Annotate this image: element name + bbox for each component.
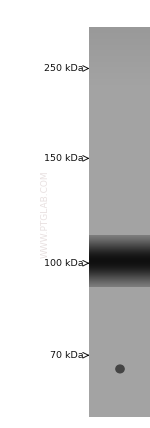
Text: 70 kDa: 70 kDa: [50, 351, 83, 360]
Text: 150 kDa: 150 kDa: [44, 154, 83, 163]
Ellipse shape: [116, 365, 124, 373]
Text: 250 kDa: 250 kDa: [44, 64, 83, 73]
Text: 100 kDa: 100 kDa: [44, 259, 83, 268]
Text: WWW.PTGLAB.COM: WWW.PTGLAB.COM: [40, 170, 50, 258]
